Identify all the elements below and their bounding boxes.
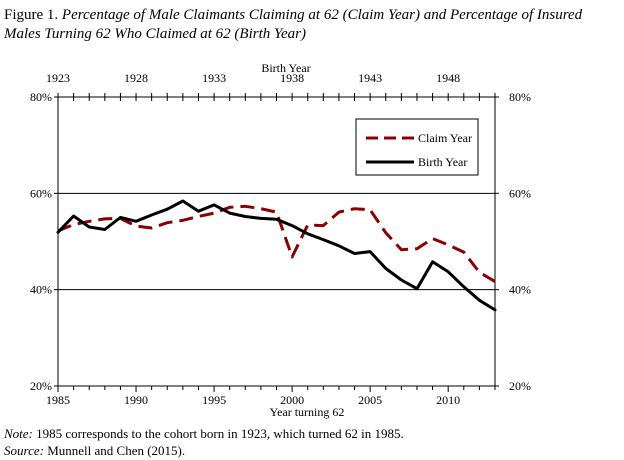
y-tick-label-right: 60% [509, 186, 531, 200]
source-text: Munnell and Chen (2015). [47, 443, 186, 458]
x-tick-label-top: 1933 [202, 71, 226, 85]
source-label: Source: [4, 443, 44, 458]
x-tick-label-top: 1938 [280, 71, 304, 85]
x-tick-label-top: 1943 [358, 71, 382, 85]
source-line: Source: Munnell and Chen (2015). [4, 442, 620, 459]
y-tick-label-right: 80% [509, 90, 531, 104]
figure-title: Figure 1. Percentage of Male Claimants C… [4, 6, 620, 44]
legend-label-birth-year: Birth Year [418, 155, 467, 169]
note-line: Note: 1985 corresponds to the cohort bor… [4, 425, 620, 442]
series-line-claim-year [57, 204, 496, 283]
y-tick-label-left: 60% [30, 186, 52, 200]
legend-box [355, 118, 479, 176]
figure-title-prefix: Figure 1. [4, 7, 59, 23]
x-tick-label-top: 1923 [46, 71, 70, 85]
y-tick-label-left: 20% [30, 379, 52, 393]
x-tick-label-bottom: 2000 [280, 393, 304, 407]
y-tick-label-right: 20% [509, 379, 531, 393]
figure-notes: Note: 1985 corresponds to the cohort bor… [4, 425, 620, 459]
x-tick-label-top: 1948 [436, 71, 460, 85]
y-tick-label-right: 40% [509, 283, 531, 297]
x-tick-label-bottom: 1990 [124, 393, 148, 407]
x-tick-label-bottom: 2010 [436, 393, 460, 407]
x-tick-label-bottom: 1995 [202, 393, 226, 407]
figure-title-text: Percentage of Male Claimants Claiming at… [4, 7, 583, 42]
legend-label-claim-year: Claim Year [418, 131, 472, 145]
note-label: Note: [4, 426, 33, 441]
series-line-birth-year [56, 199, 497, 312]
note-text: 1985 corresponds to the cohort born in 1… [36, 426, 404, 441]
legend: Claim Year Birth Year [355, 118, 479, 176]
x-axis-label: Year turning 62 [270, 405, 345, 419]
x-tick-label-top: 1928 [124, 71, 148, 85]
y-tick-label-left: 80% [30, 90, 52, 104]
top-x-axis-label: Birth Year [261, 61, 310, 75]
axes: 20% 20% 40% 40% 60% 60% 80% 80% 1985 1990 1995 2000… [30, 71, 531, 407]
x-tick-label-bottom: 1985 [46, 393, 70, 407]
y-tick-label-left: 40% [30, 283, 52, 297]
x-tick-label-bottom: 2005 [358, 393, 382, 407]
series-layer [56, 199, 497, 312]
line-chart: 20% 20% 40% 40% 60% 60% 80% 80% 1985 1990 1995 2000… [30, 61, 531, 419]
